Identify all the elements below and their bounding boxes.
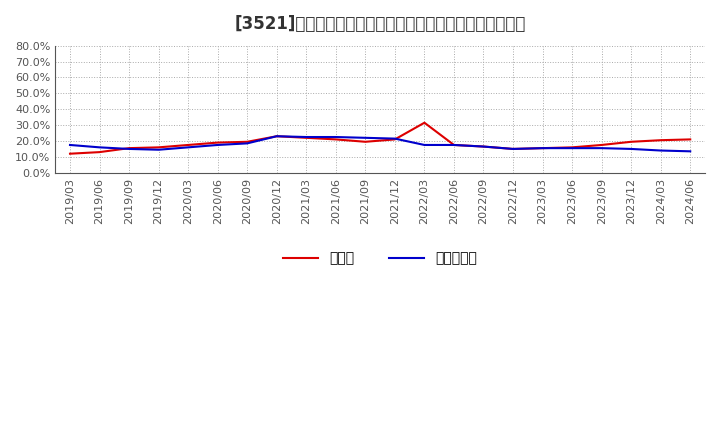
現顔金 xyxy=(657,138,665,143)
現顔金 xyxy=(154,145,163,150)
現顔金 xyxy=(539,146,547,151)
現顔金 xyxy=(420,120,428,125)
有利子負債 xyxy=(509,146,518,151)
現顔金 xyxy=(243,139,251,144)
現顔金 xyxy=(361,139,369,144)
現顔金 xyxy=(686,137,695,142)
有利子負債 xyxy=(272,134,281,139)
有利子負債 xyxy=(184,145,192,150)
有利子負債 xyxy=(627,146,636,151)
現顔金 xyxy=(125,146,133,151)
有利子負債 xyxy=(598,146,606,151)
現顔金 xyxy=(213,140,222,145)
有利子負債 xyxy=(125,146,133,151)
現顔金 xyxy=(627,139,636,144)
Title: [3521]　現顔金、有利子負債の総資産に対する比率の推移: [3521] 現顔金、有利子負債の総資産に対する比率の推移 xyxy=(235,15,526,33)
現顔金 xyxy=(66,151,74,156)
有利子負債 xyxy=(154,147,163,152)
有利子負債 xyxy=(390,136,399,141)
有利子負債 xyxy=(243,141,251,146)
有利子負債 xyxy=(361,135,369,140)
現顔金 xyxy=(184,142,192,147)
現顔金 xyxy=(509,146,518,151)
有利子負債 xyxy=(449,142,458,147)
現顔金 xyxy=(390,137,399,142)
現顔金 xyxy=(95,150,104,155)
有利子負債 xyxy=(95,145,104,150)
有利子負債 xyxy=(66,142,74,147)
有利子負債 xyxy=(539,146,547,151)
現顔金 xyxy=(568,145,577,150)
有利子負債 xyxy=(302,134,310,139)
有利子負債 xyxy=(331,134,340,139)
有利子負債 xyxy=(568,146,577,151)
現顔金 xyxy=(480,144,488,149)
現顔金 xyxy=(331,137,340,142)
現顔金 xyxy=(302,135,310,140)
有利子負債 xyxy=(480,144,488,149)
有利子負債 xyxy=(657,148,665,153)
現顔金 xyxy=(449,142,458,147)
有利子負債 xyxy=(213,142,222,147)
現顔金 xyxy=(598,142,606,147)
有利子負債 xyxy=(686,149,695,154)
現顔金 xyxy=(272,134,281,139)
有利子負債 xyxy=(420,142,428,147)
Line: 有利子負債: 有利子負債 xyxy=(70,136,690,151)
Line: 現顔金: 現顔金 xyxy=(70,123,690,154)
Legend: 現顔金, 有利子負債: 現顔金, 有利子負債 xyxy=(278,246,482,271)
